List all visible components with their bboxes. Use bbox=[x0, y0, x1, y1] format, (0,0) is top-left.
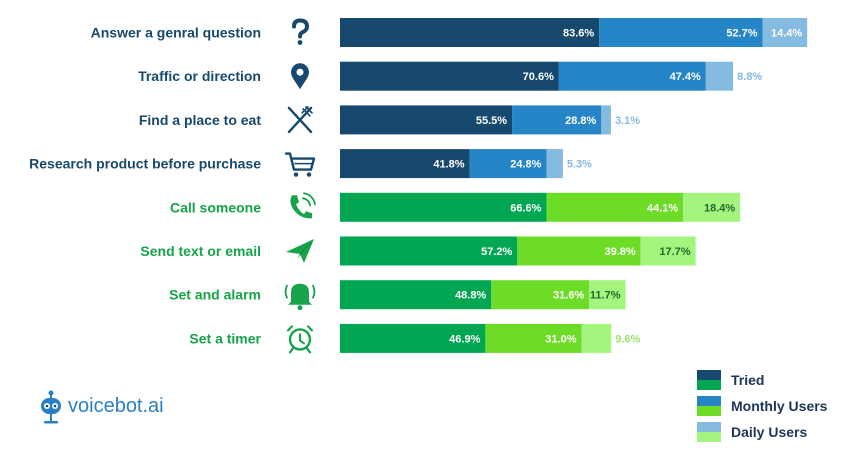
bar-daily-users bbox=[589, 280, 626, 310]
value-label: 41.8% bbox=[433, 159, 464, 171]
value-label: 17.7% bbox=[659, 246, 690, 258]
legend-swatch-tried bbox=[697, 370, 721, 390]
legend-label: Monthly Users bbox=[731, 398, 828, 414]
category-label: Find a place to eat bbox=[139, 112, 261, 128]
value-label: 39.8% bbox=[604, 246, 635, 258]
bar-daily-users bbox=[581, 323, 612, 353]
bar-monthly-users bbox=[546, 192, 684, 222]
value-label: 28.8% bbox=[565, 115, 596, 127]
category-label: Call someone bbox=[170, 199, 261, 215]
legend-swatch-monthly bbox=[697, 396, 721, 416]
bar-daily-users bbox=[640, 236, 696, 266]
phone-icon bbox=[290, 192, 316, 219]
bar-tried bbox=[340, 61, 559, 91]
value-label: 44.1% bbox=[647, 202, 678, 214]
value-label: 52.7% bbox=[726, 28, 757, 40]
bar-tried bbox=[340, 105, 513, 135]
bar-monthly-users bbox=[485, 323, 582, 353]
value-label: 66.6% bbox=[510, 202, 541, 214]
bar-monthly-users bbox=[558, 61, 706, 91]
bar-monthly-users bbox=[599, 18, 763, 47]
bar-monthly-users bbox=[517, 236, 641, 266]
category-label: Research product before purchase bbox=[29, 156, 261, 172]
bell-icon bbox=[284, 283, 316, 311]
bar-monthly-users bbox=[469, 149, 547, 179]
value-label: 31.0% bbox=[545, 333, 576, 345]
value-label: 31.6% bbox=[553, 290, 584, 302]
paper-plane-icon bbox=[286, 239, 314, 263]
bar-daily-users bbox=[546, 149, 563, 179]
category-label: Set a timer bbox=[189, 330, 261, 346]
bar-daily-users bbox=[601, 105, 611, 135]
value-label: 48.8% bbox=[455, 290, 486, 302]
category-label: Answer a genral question bbox=[91, 25, 261, 41]
bar-tried bbox=[340, 18, 600, 47]
bar-daily-users bbox=[683, 192, 741, 222]
bar-tried bbox=[340, 149, 470, 179]
bar-tried bbox=[340, 280, 492, 310]
bar-monthly-users bbox=[512, 105, 602, 135]
value-label: 9.6% bbox=[615, 333, 640, 345]
value-label: 24.8% bbox=[510, 159, 541, 171]
value-label: 46.9% bbox=[449, 333, 480, 345]
category-label: Set and alarm bbox=[169, 287, 261, 303]
value-label: 18.4% bbox=[704, 202, 735, 214]
bar-tried bbox=[340, 236, 518, 266]
alarm-clock-icon bbox=[286, 325, 314, 354]
value-label: 3.1% bbox=[615, 115, 640, 127]
value-label: 11.7% bbox=[590, 290, 621, 302]
bar-monthly-users bbox=[491, 280, 590, 310]
category-label: Traffic or direction bbox=[138, 68, 261, 84]
bar-daily-users bbox=[762, 18, 808, 47]
value-label: 70.6% bbox=[523, 71, 554, 83]
value-label: 8.8% bbox=[737, 71, 762, 83]
category-label: Send text or email bbox=[140, 243, 261, 259]
value-label: 57.2% bbox=[481, 246, 512, 258]
voicebot-logo: voicebot.ai bbox=[38, 387, 164, 427]
legend-swatch-daily bbox=[697, 422, 721, 442]
question-icon bbox=[292, 18, 309, 45]
logo-text: voicebot.ai bbox=[68, 395, 164, 417]
bar-daily-users bbox=[705, 61, 734, 91]
legend-label: Daily Users bbox=[731, 424, 808, 440]
value-label: 55.5% bbox=[476, 115, 507, 127]
value-label: 5.3% bbox=[567, 159, 592, 171]
value-label: 14.4% bbox=[771, 28, 802, 40]
value-label: 83.6% bbox=[563, 28, 594, 40]
value-label: 47.4% bbox=[670, 71, 701, 83]
legend-label: Tried bbox=[731, 372, 765, 388]
shopping-cart-icon bbox=[284, 152, 316, 177]
map-pin-icon bbox=[291, 63, 309, 90]
bar-tried bbox=[340, 192, 547, 222]
fork-knife-icon bbox=[287, 106, 313, 134]
robot-microphone-icon bbox=[41, 390, 61, 424]
bar-tried bbox=[340, 323, 486, 353]
